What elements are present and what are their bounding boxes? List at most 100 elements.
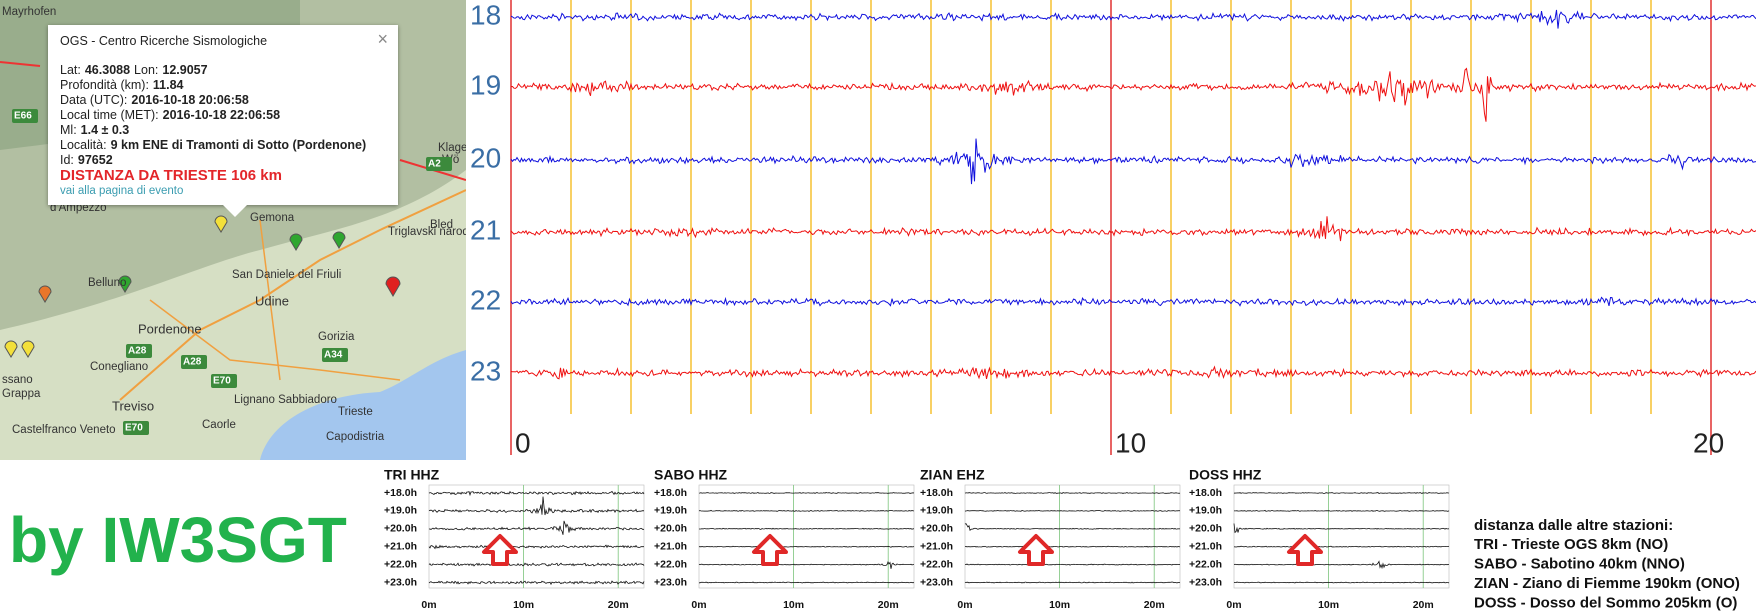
field-value: 46.3088 [84, 63, 131, 77]
field-label: Profondità (km): [60, 78, 149, 92]
legend-title: distanza dalle altre stazioni: [1474, 517, 1673, 534]
arrow-icon [1287, 534, 1323, 566]
row-label: 21 [470, 214, 501, 245]
overlay: 0 10 20 18 19 20 21 22 23 TRI HHZ +18.0h +19.0h +20.… [9, 0, 1756, 611]
marker [214, 215, 228, 233]
x-tick-label: 20m [608, 599, 629, 611]
road [149, 299, 401, 381]
trace [964, 523, 1181, 532]
plot-frame [964, 484, 1181, 589]
field-value: 9 km ENE di Tramonti di Sotto (Pordenone… [110, 138, 367, 152]
trace [964, 581, 1181, 584]
row-label: 18 [470, 0, 501, 30]
popup-line: Data (UTC): 2016-10-18 20:06:58 [60, 93, 386, 108]
x-tick-label: 20m [1413, 599, 1434, 611]
marker [289, 233, 303, 251]
popup-link[interactable]: vai alla pagina di evento [60, 185, 184, 197]
place-label: Gemona [250, 212, 295, 224]
trace [1233, 581, 1450, 584]
row-label: +23.0h [1189, 576, 1222, 588]
popup-line: Id: 97652 [60, 153, 386, 168]
road-shield [12, 109, 38, 123]
place-label: d'Ampezzo [50, 202, 107, 214]
place-label: Klage [438, 142, 467, 154]
marker [4, 340, 18, 358]
field-label: Data (UTC): [60, 93, 128, 107]
x-tick-label: 20 [1693, 427, 1724, 458]
trace [1233, 545, 1450, 548]
trace [964, 492, 1181, 494]
place-label: A28 [128, 346, 147, 357]
place-label: E70 [125, 423, 143, 434]
place-label: Gorizia [318, 331, 355, 343]
field-value: 2016-10-18 20:06:58 [131, 93, 249, 107]
trace [428, 496, 645, 516]
row-label: +21.0h [920, 540, 953, 552]
place-label: Triglavski narodni park [388, 226, 504, 238]
x-tick-label: 0m [957, 599, 972, 611]
row-label: +22.0h [384, 558, 417, 570]
place-label: Capodistria [326, 431, 385, 443]
place-label: Mayrhofen [2, 6, 56, 18]
plot-frame [428, 484, 645, 589]
trace [964, 509, 1181, 512]
x-tick-label: 10m [513, 599, 534, 611]
station-title: TRI HHZ [384, 467, 440, 483]
marker [332, 231, 346, 249]
place-label: Trieste [338, 406, 373, 418]
station-title: DOSS HHZ [1189, 467, 1262, 483]
row-label: +20.0h [654, 523, 687, 535]
place-label: Pordenone [138, 321, 202, 336]
trace [428, 580, 645, 586]
popup-line: Local time (MET): 2016-10-18 22:06:58 [60, 108, 386, 123]
row-label: +22.0h [920, 558, 953, 570]
popup-close[interactable]: × [377, 29, 388, 49]
trace [510, 296, 1756, 307]
row-label: +23.0h [654, 576, 687, 588]
field-label: Lon: [134, 63, 159, 77]
row-label: +22.0h [654, 558, 687, 570]
popup-line: Ml: 1.4 ± 0.3 [60, 123, 386, 138]
place-label: Lignano Sabbiadoro [234, 394, 337, 406]
place-label: Udine [255, 293, 289, 308]
place-label: Conegliano [90, 361, 148, 373]
x-tick-label: 10m [1049, 599, 1070, 611]
row-label: +18.0h [384, 487, 417, 499]
place-label: A2 [428, 159, 441, 170]
marker [38, 285, 52, 303]
marker [385, 276, 401, 297]
row-label: 22 [470, 284, 501, 315]
station-title: ZIAN EHZ [920, 467, 985, 483]
marker [21, 340, 35, 358]
credit: by IW3SGT [9, 504, 347, 576]
place-label: Treviso [112, 398, 154, 413]
place-label: San Daniele del Friuli [232, 269, 341, 281]
row-label: +19.0h [920, 505, 953, 517]
road [119, 189, 466, 401]
row-label: +19.0h [384, 505, 417, 517]
trace [964, 563, 1181, 566]
arrow-icon [1018, 534, 1054, 566]
x-tick-label: 10m [783, 599, 804, 611]
station-title: SABO HHZ [654, 467, 728, 483]
field-value: 1.4 ± 0.3 [80, 123, 130, 137]
road-shield [126, 344, 152, 358]
plot-frame [1233, 484, 1450, 589]
place-label: Belluno [88, 277, 126, 289]
row-label: +23.0h [384, 576, 417, 588]
road-shield [123, 421, 149, 435]
field-value: 12.9057 [162, 63, 208, 77]
road-shield [211, 374, 237, 388]
trace [510, 138, 1756, 185]
x-tick-label: 0m [421, 599, 436, 611]
trace [964, 545, 1181, 548]
row-label: 20 [470, 142, 501, 173]
legend-item: TRI - Trieste OGS 8km (NO) [1474, 536, 1668, 553]
row-label: 19 [470, 69, 501, 100]
trace [698, 492, 915, 494]
trace [699, 581, 915, 584]
x-tick-label: 10m [1318, 599, 1339, 611]
trace [698, 561, 914, 569]
place-label: Caorle [202, 419, 236, 431]
